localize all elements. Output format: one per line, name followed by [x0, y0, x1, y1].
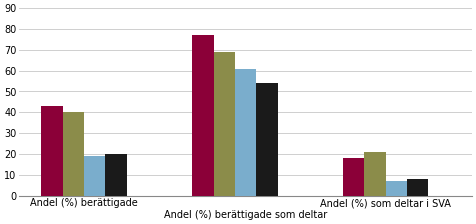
Bar [386, 181, 407, 196]
Bar [343, 158, 364, 196]
Bar [63, 112, 84, 196]
X-axis label: Andel (%) berättigade som deltar: Andel (%) berättigade som deltar [164, 210, 327, 220]
Bar [41, 106, 63, 196]
Bar [84, 156, 105, 196]
Bar [407, 179, 428, 196]
Bar [256, 83, 278, 196]
Bar [105, 154, 127, 196]
Bar [192, 35, 214, 196]
Bar [214, 52, 235, 196]
Bar [235, 69, 256, 196]
Bar [364, 152, 386, 196]
